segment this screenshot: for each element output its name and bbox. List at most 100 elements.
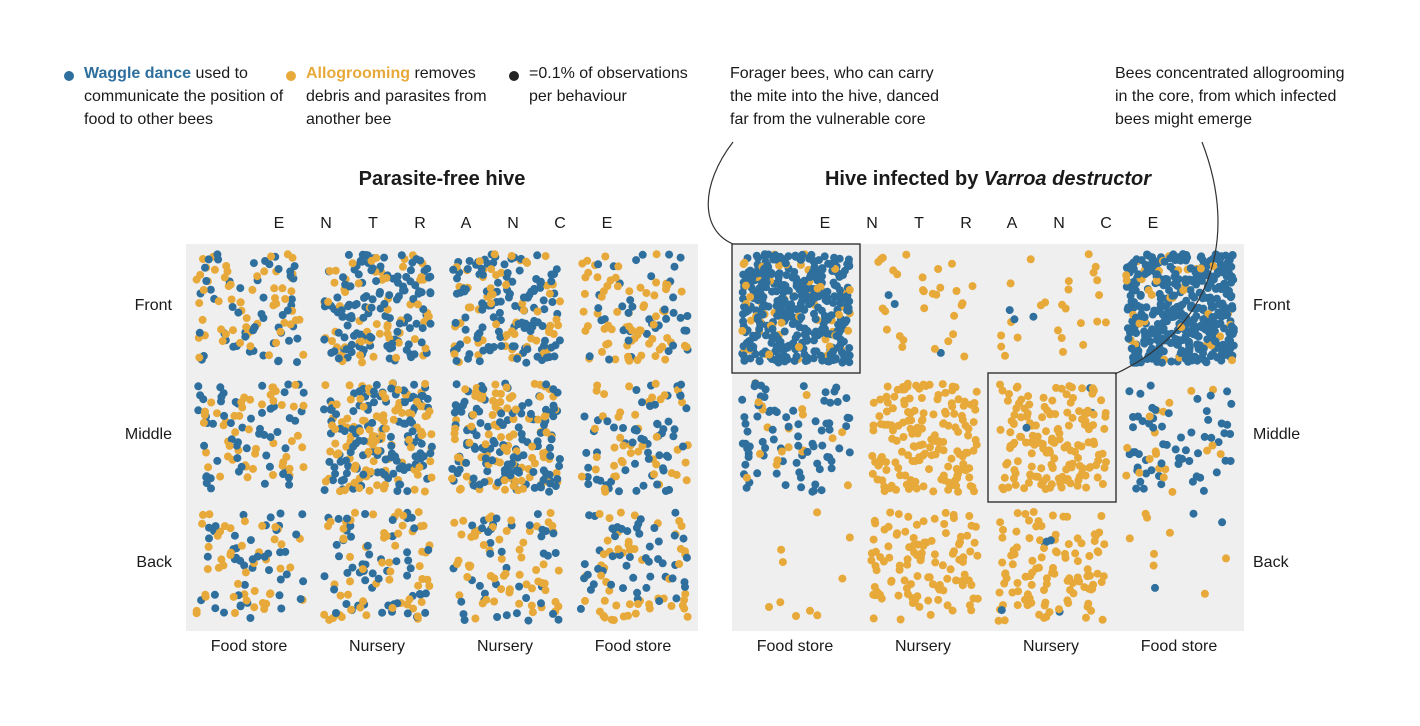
waggle-dot	[753, 469, 762, 478]
waggle-dot	[1136, 389, 1145, 398]
waggle-dot	[1132, 484, 1141, 493]
waggle-dot	[811, 417, 820, 426]
allogrooming-dot	[924, 596, 933, 605]
allogrooming-dot	[372, 412, 381, 421]
allogrooming-dot	[532, 566, 541, 574]
waggle-dot	[1152, 307, 1161, 316]
allogrooming-dot	[1014, 587, 1023, 596]
entrance-letter: C	[554, 215, 566, 232]
waggle-dot	[1155, 289, 1164, 298]
allogrooming-dot	[1082, 613, 1090, 622]
allogrooming-dot	[843, 481, 852, 490]
waggle-dot	[845, 414, 854, 423]
allogrooming-dot	[453, 559, 462, 568]
allogrooming-dot	[509, 415, 518, 423]
waggle-dot	[489, 313, 498, 322]
allogrooming-dot	[613, 307, 622, 316]
waggle-dot	[751, 379, 760, 388]
waggle-dot	[285, 414, 294, 423]
allogrooming-dot	[835, 310, 843, 319]
waggle-dot	[1229, 327, 1238, 336]
allogrooming-dot	[742, 473, 751, 482]
waggle-dot	[421, 608, 430, 617]
allogrooming-dot	[1064, 285, 1073, 294]
waggle-dot	[549, 609, 557, 618]
allogrooming-dot	[999, 485, 1008, 494]
waggle-dot	[654, 537, 663, 546]
allogrooming-dot	[236, 298, 245, 307]
waggle-dot	[753, 412, 762, 421]
waggle-dot	[769, 435, 778, 444]
allogrooming-dot	[250, 587, 259, 595]
allogrooming-dot	[1060, 443, 1069, 452]
waggle-dot	[237, 462, 246, 471]
waggle-dot	[327, 405, 336, 414]
waggle-dot	[282, 570, 291, 579]
allogrooming-dot	[1012, 527, 1021, 536]
allogrooming-dot	[497, 554, 506, 563]
waggle-dot	[784, 301, 793, 310]
waggle-dot	[789, 406, 798, 415]
allogrooming-dot	[875, 460, 884, 469]
waggle-dot	[220, 411, 229, 420]
allogrooming-dot	[845, 286, 854, 294]
waggle-dot	[840, 350, 849, 359]
allogrooming-dot	[260, 605, 269, 613]
waggle-dot	[790, 268, 799, 276]
allogrooming-dot	[218, 337, 227, 346]
waggle-dot	[679, 442, 687, 451]
waggle-dot	[343, 514, 351, 523]
waggle-dot	[514, 423, 523, 432]
allogrooming-dot	[392, 353, 401, 362]
allogrooming-dot	[502, 281, 510, 289]
waggle-dot	[1194, 303, 1203, 312]
allogrooming-dot	[579, 307, 588, 316]
allogrooming-dot	[871, 547, 880, 556]
allogrooming-dot	[638, 442, 647, 450]
allogrooming-dot	[633, 330, 642, 339]
waggle-dot-icon	[64, 71, 74, 81]
waggle-dot	[421, 589, 430, 598]
allogrooming-dot	[260, 267, 269, 276]
allogrooming-dot	[893, 270, 902, 279]
allogrooming-dot	[425, 407, 434, 416]
waggle-dot	[1148, 253, 1157, 262]
allogrooming-dot	[603, 536, 612, 545]
allogrooming-dot	[898, 447, 906, 456]
waggle-dot	[220, 608, 228, 617]
allogrooming-dot	[581, 273, 590, 282]
waggle-dot	[758, 303, 767, 312]
entrance-letter: E	[819, 215, 831, 232]
allogrooming-dot	[595, 510, 604, 518]
waggle-dot	[779, 351, 788, 360]
allogrooming-dot	[883, 420, 892, 429]
waggle-dot	[845, 358, 854, 367]
allogrooming-dot	[677, 287, 686, 296]
allogrooming-dot	[1016, 432, 1025, 441]
waggle-dot	[359, 470, 368, 479]
allogrooming-dot	[1021, 510, 1030, 518]
allogrooming-dot	[512, 447, 521, 456]
allogrooming-dot	[270, 535, 279, 544]
legend-scale: =0.1% of observations per behaviour	[509, 62, 699, 108]
waggle-dot	[331, 469, 340, 478]
waggle-dot	[452, 380, 461, 389]
waggle-dot	[362, 292, 371, 301]
annotation-leader-core	[1114, 141, 1219, 375]
allogrooming-dot	[912, 484, 921, 493]
waggle-dot	[333, 293, 342, 302]
waggle-dot	[638, 250, 647, 259]
waggle-dot	[837, 292, 845, 301]
allogrooming-dot	[960, 352, 969, 361]
allogrooming-dot	[495, 458, 504, 467]
allogrooming-dot	[503, 404, 512, 413]
waggle-dot	[619, 424, 627, 432]
waggle-dot	[758, 269, 767, 277]
waggle-dot	[508, 277, 517, 286]
allogrooming-dot	[379, 417, 388, 426]
allogrooming-dot	[925, 380, 934, 389]
allogrooming-dot	[514, 486, 523, 495]
allogrooming-dot	[258, 521, 267, 530]
waggle-dot	[372, 277, 381, 286]
waggle-dot	[772, 408, 781, 417]
